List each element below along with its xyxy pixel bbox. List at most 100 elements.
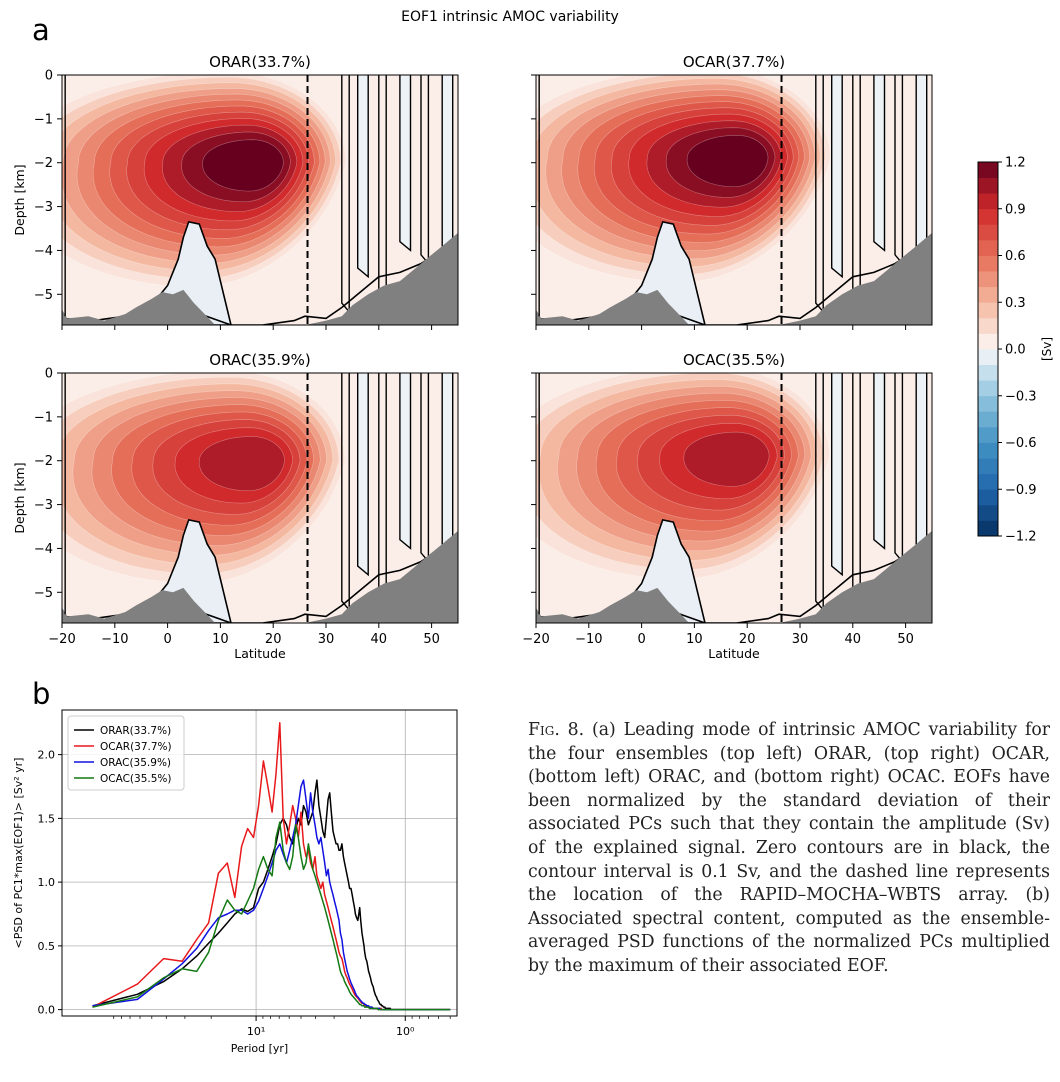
caption-text: (a) Leading mode of intrinsic AMOC varia… (528, 720, 1051, 976)
x-tick-label: 10⁰ (396, 1025, 415, 1038)
colorbar-swatch (978, 349, 998, 365)
amoc-panel: OCAC(35.5%) −20 −10 0 10 20 30 40 50 Latitude (522, 351, 933, 661)
zero-contour (420, 373, 430, 564)
x-axis-label: Latitude (708, 646, 760, 661)
axes-frame (535, 372, 933, 624)
zero-contour (894, 75, 904, 266)
legend-label: OCAR(37.7%) (100, 741, 172, 753)
zero-contour (399, 373, 412, 550)
y-tick-label: 1.5 (38, 812, 56, 825)
figure-caption: Fig. 8. (a) Leading mode of intrinsic AM… (528, 719, 1050, 979)
colorbar-swatch (978, 162, 998, 178)
psd-chart: 0.0 0.5 1.0 1.5 2.0 10¹ 10⁰ Period [yr] <PSD of … (12, 709, 458, 1055)
panel-title: ORAC(35.9%) (209, 351, 310, 369)
zero-contour (831, 373, 843, 577)
amoc-panel: ORAC(35.9%) −20 −10 0 10 20 30 40 50 0 −1 −2 −3 −4 −5 D… (12, 351, 459, 661)
colorbar-tick-label: 0.3 (1005, 296, 1026, 311)
legend-box (67, 715, 185, 791)
axes-frame (535, 74, 933, 326)
y-tick-label: 0 (45, 69, 53, 84)
y-tick-label: 0.5 (38, 940, 56, 953)
colorbar-tick-label: −0.9 (1005, 483, 1037, 498)
colorbar-swatch (978, 302, 998, 319)
x-tick-label: 30 (318, 632, 335, 647)
contour-band (683, 431, 770, 487)
zero-contour (341, 75, 350, 314)
colorbar-swatch (978, 458, 998, 475)
x-tick-label: 40 (845, 632, 862, 647)
zero-contour (341, 373, 350, 612)
legend-label: OCAC(35.5%) (100, 773, 171, 785)
topography (62, 232, 458, 325)
zero-contour (357, 373, 369, 577)
panel-a-label: a (32, 13, 50, 47)
x-tick-label: −10 (101, 632, 128, 647)
zero-contour (441, 75, 454, 257)
y-tick-label: −2 (34, 156, 53, 171)
panel-b-label: b (32, 677, 50, 711)
panel-title: OCAR(37.7%) (683, 53, 785, 71)
x-tick-label: −10 (575, 632, 602, 647)
overturning-field (62, 373, 458, 623)
amoc-panels: ORAR(33.7%) 0 −1 −2 −3 −4 −5 Depth [km] OCAR(37.… (12, 53, 933, 661)
zero-contour (441, 373, 454, 555)
zero-contour (399, 75, 412, 252)
colorbar-swatch (978, 411, 998, 428)
y-tick-label: −3 (34, 200, 53, 215)
x-tick-label: −20 (48, 632, 75, 647)
colorbar-swatch (978, 177, 998, 194)
y-tick-label: 0 (45, 367, 53, 382)
colorbar-tick-label: 0.0 (1005, 343, 1026, 358)
axes-frame (61, 74, 459, 326)
colorbar: 1.2 0.9 0.6 0.3 0.0 −0.3 −0.6 −0.9 −1.2 [Sv] (977, 156, 1054, 545)
zero-contour (420, 75, 430, 266)
x-tick-label: 20 (739, 632, 756, 647)
panel-title: ORAR(33.7%) (209, 53, 311, 71)
colorbar-tick-label: −0.6 (1005, 436, 1037, 451)
colorbar-swatch (978, 271, 998, 288)
colorbar-swatch (978, 426, 998, 443)
x-tick-label: 30 (792, 632, 809, 647)
colorbar-swatch (978, 333, 998, 350)
zero-contour (894, 373, 904, 564)
series-line (92, 821, 451, 1011)
x-tick-label: 10¹ (247, 1025, 265, 1038)
y-tick-label: −2 (34, 454, 53, 469)
legend-label: ORAR(33.7%) (100, 725, 171, 737)
axes-frame (61, 709, 458, 1017)
x-tick-label: 40 (371, 632, 388, 647)
y-axis-label: <PSD of PC1*max(EOF1)> [Sv² yr] (12, 758, 25, 949)
x-axis-label: Latitude (234, 646, 286, 661)
x-tick-label: 20 (265, 632, 282, 647)
colorbar-tick-label: 0.9 (1005, 202, 1026, 217)
colorbar-label: [Sv] (1040, 337, 1054, 361)
legend-label: ORAC(35.9%) (100, 757, 171, 769)
amoc-panel: OCAR(37.7%) (531, 53, 933, 330)
overturning-field (62, 75, 458, 325)
x-tick-label: 0 (637, 632, 645, 647)
axes-frame (61, 372, 459, 624)
x-tick-label: 10 (212, 632, 229, 647)
zero-contour (357, 75, 369, 279)
contour-band (686, 134, 769, 188)
x-tick-label: −20 (522, 632, 549, 647)
y-tick-label: −1 (34, 112, 53, 127)
colorbar-tick-label: −0.3 (1005, 389, 1037, 404)
y-axis-label: Depth [km] (12, 462, 27, 533)
y-tick-label: −5 (34, 586, 53, 601)
colorbar-swatch (978, 255, 998, 272)
y-tick-label: −1 (34, 410, 53, 425)
zero-contour (815, 75, 824, 314)
y-tick-label: −3 (34, 498, 53, 513)
colorbar-swatch (978, 239, 998, 256)
colorbar-swatch (978, 286, 998, 303)
y-tick-label: 1.0 (38, 876, 56, 889)
zero-contour (915, 373, 928, 555)
colorbar-swatch (978, 224, 998, 241)
legend: ORAR(33.7%) OCAR(37.7%) ORAC(35.9%) OCAC(35… (67, 715, 185, 791)
y-tick-label: −4 (34, 244, 53, 259)
colorbar-swatch (978, 489, 998, 506)
colorbar-tick-label: −1.2 (1005, 530, 1037, 545)
colorbar-swatch (978, 380, 998, 397)
